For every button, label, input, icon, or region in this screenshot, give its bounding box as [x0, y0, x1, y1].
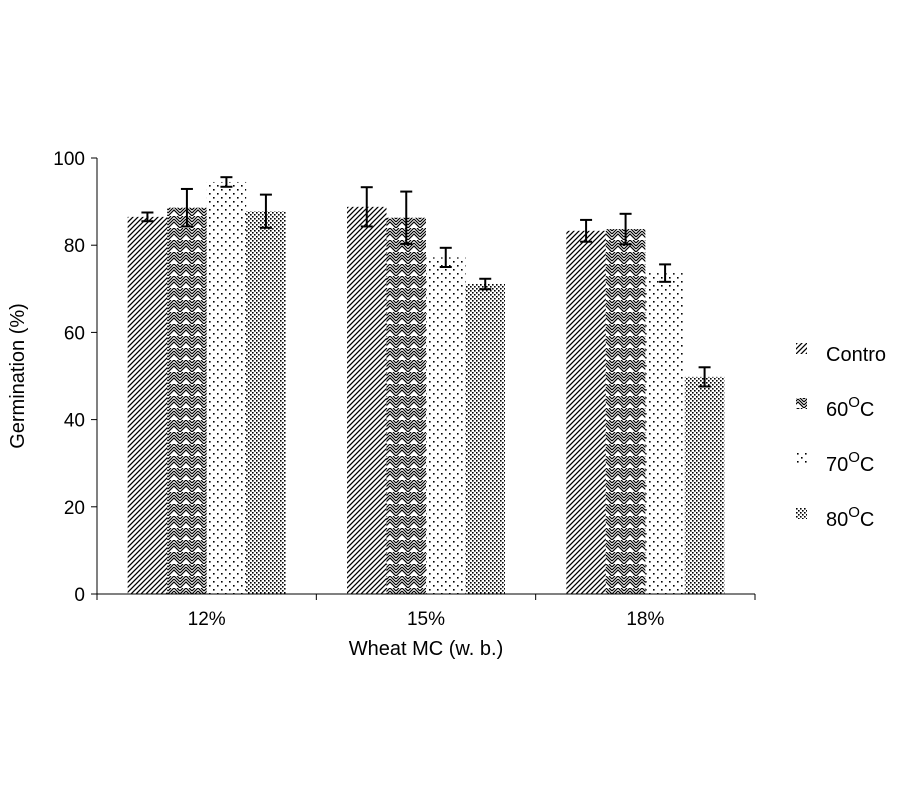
y-tick-label: 60 — [64, 323, 85, 344]
legend-swatch — [796, 453, 807, 464]
bar — [246, 211, 286, 594]
legend-swatch — [796, 343, 807, 354]
y-axis-label: Germination (%) — [7, 303, 29, 449]
legend-swatch — [796, 508, 807, 519]
x-tick-label: 15% — [407, 609, 445, 630]
x-axis-label: Wheat MC (w. b.) — [349, 638, 503, 660]
bar — [347, 206, 387, 594]
bar — [566, 230, 606, 594]
bar — [167, 207, 207, 595]
y-tick-label: 0 — [74, 585, 85, 606]
legend-swatch — [796, 398, 807, 409]
x-tick-label: 18% — [626, 609, 664, 630]
bar — [645, 273, 685, 594]
bar — [684, 376, 725, 594]
bar — [605, 229, 646, 594]
x-tick-label: 12% — [188, 609, 226, 630]
legend-label: 80OC — [826, 504, 874, 531]
legend-label: Contro — [826, 344, 886, 366]
y-tick-label: 80 — [64, 236, 85, 257]
bar — [465, 284, 505, 594]
bar — [386, 217, 426, 594]
y-tick-label: 100 — [53, 149, 85, 170]
y-tick-label: 20 — [64, 498, 85, 519]
bar — [426, 257, 466, 594]
y-tick-label: 40 — [64, 411, 85, 432]
legend-label: 70OC — [826, 449, 874, 476]
legend-label: 60OC — [826, 394, 874, 421]
bar — [127, 216, 168, 595]
bar — [206, 181, 247, 595]
